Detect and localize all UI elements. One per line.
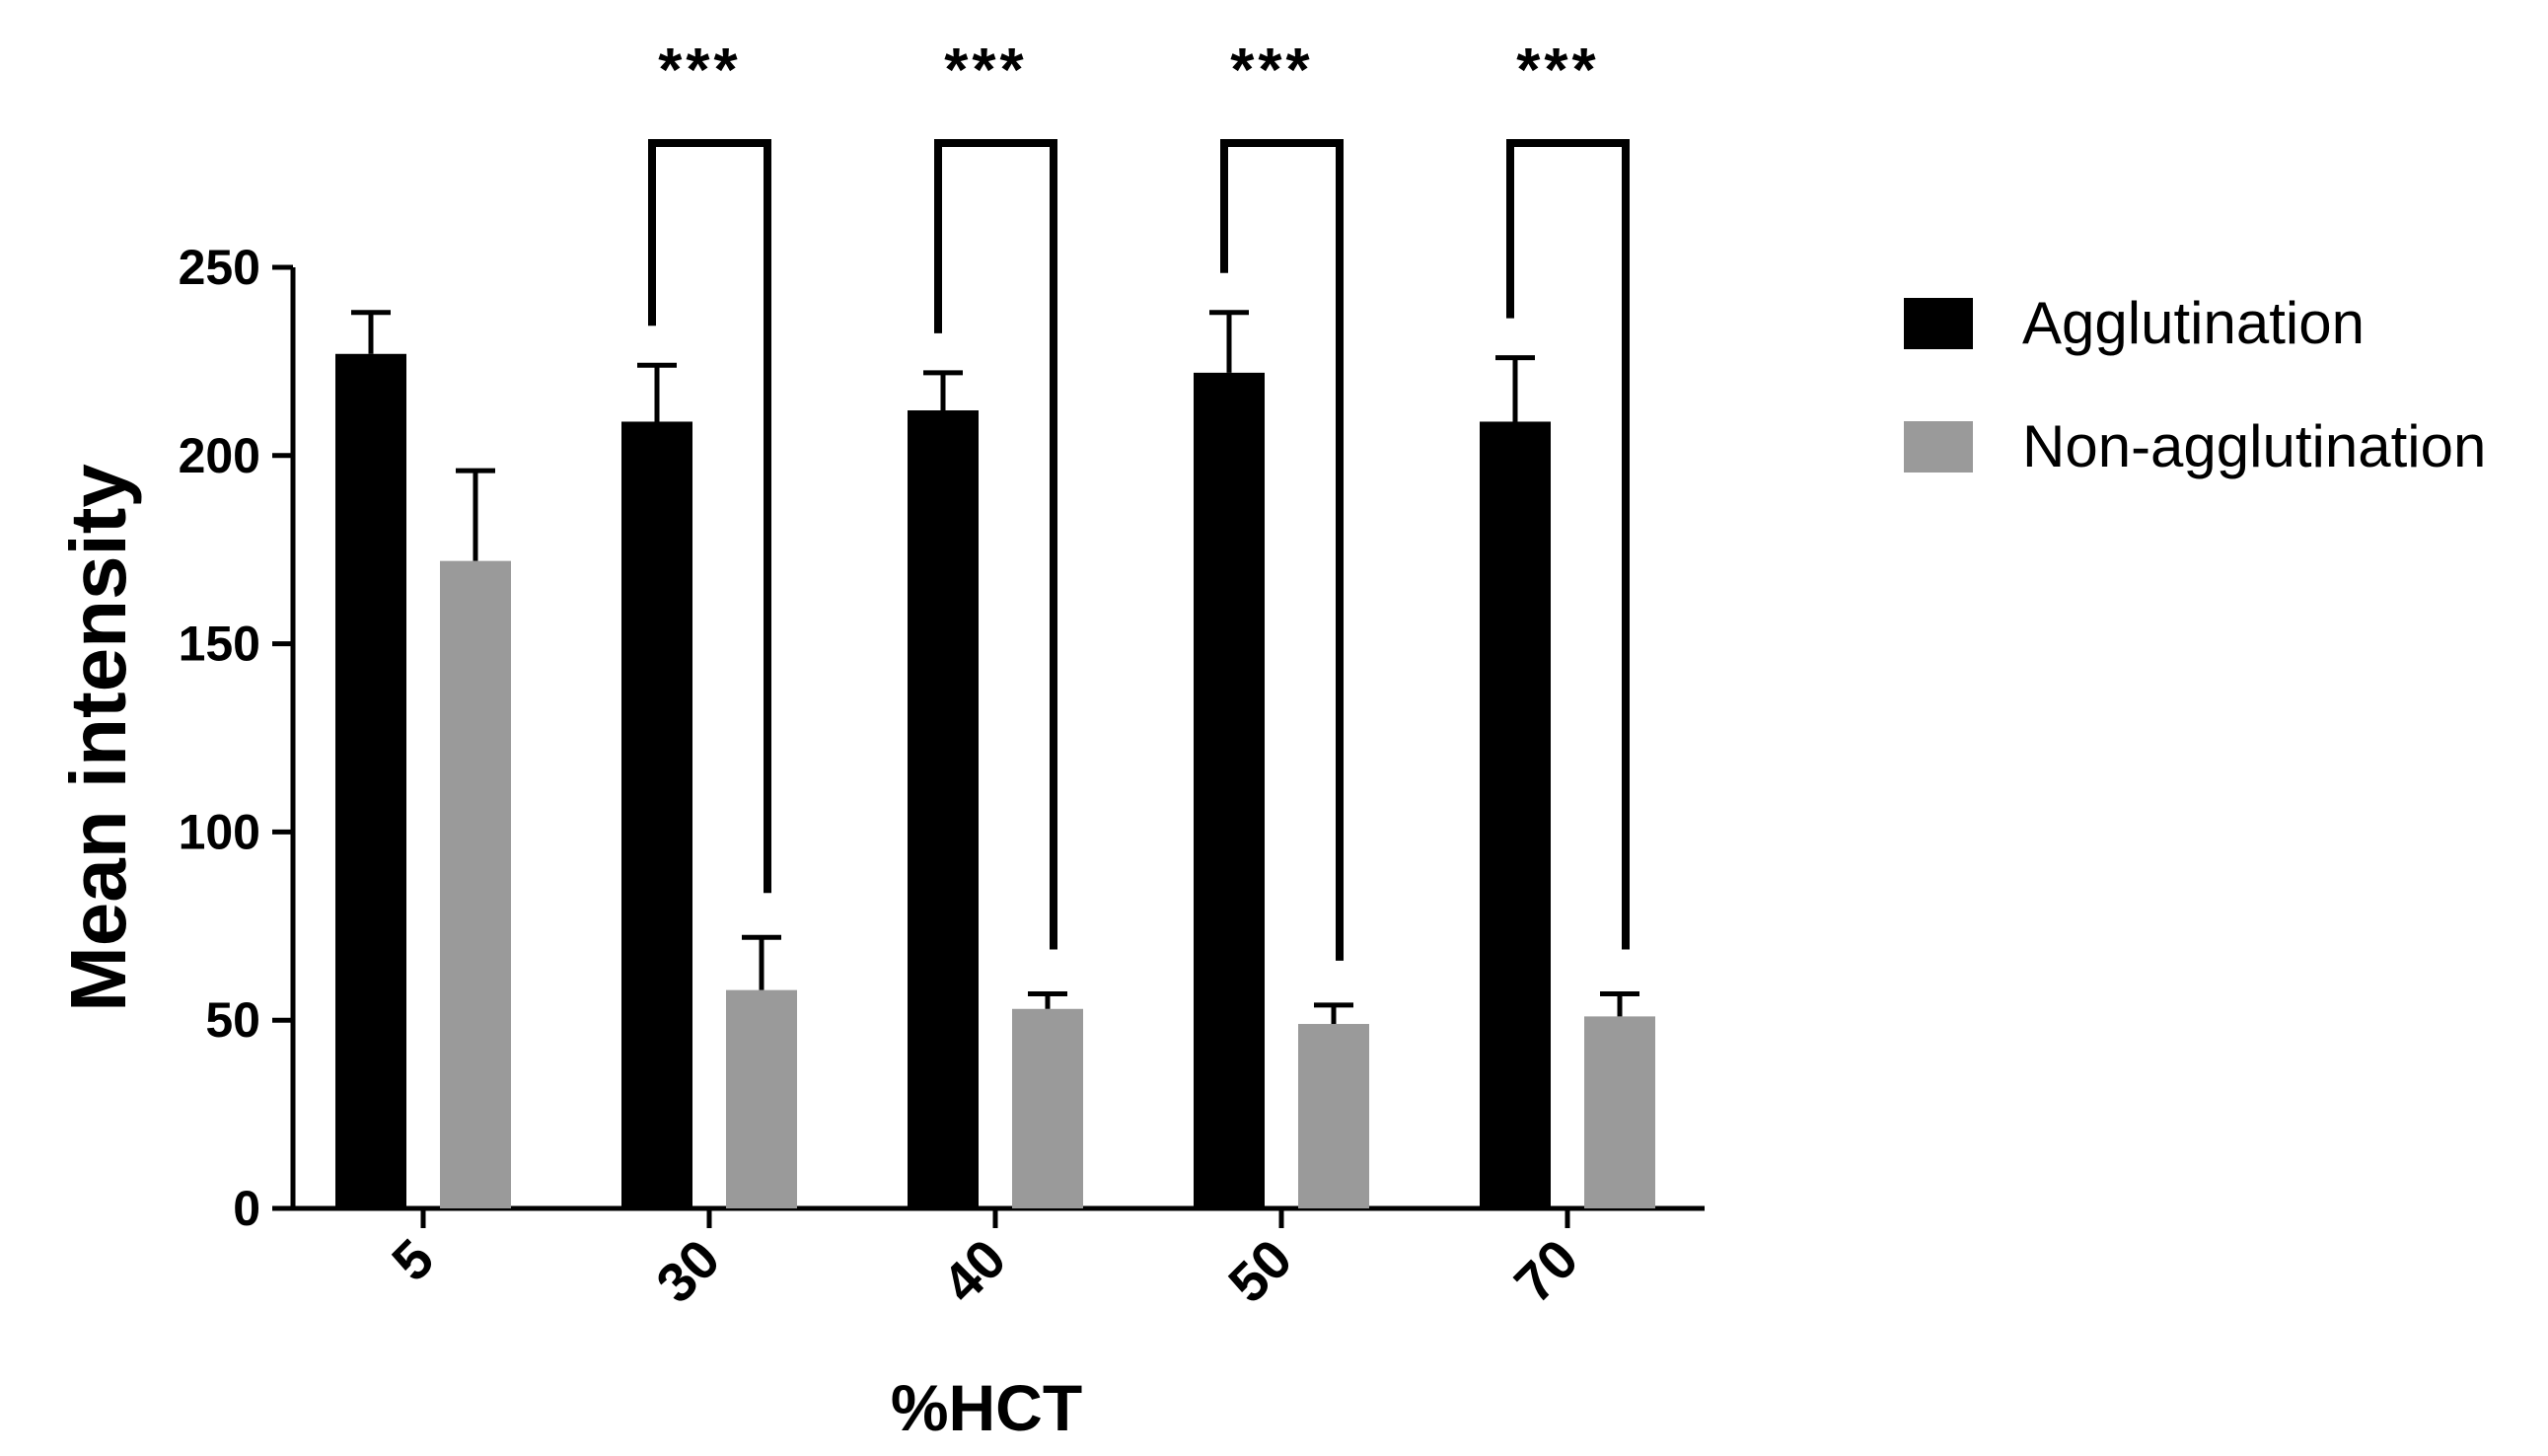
bar-non-agglutination-50 <box>1298 1024 1369 1208</box>
significance-label: *** <box>1230 36 1313 105</box>
y-tick-label: 50 <box>205 992 260 1048</box>
x-tick-label: 70 <box>1502 1227 1590 1315</box>
significance-annotations: *** *** *** *** <box>648 36 1630 961</box>
significance-label: *** <box>658 36 741 105</box>
bar-non-agglutination-40 <box>1012 1008 1083 1208</box>
x-axis-title: %HCT <box>891 1371 1082 1444</box>
legend: Agglutination Non-agglutination <box>1904 290 2486 479</box>
legend-swatch-agglutination <box>1904 298 1973 349</box>
bar-non-agglutination-70 <box>1584 1016 1655 1208</box>
y-ticks: 0 50 100 150 200 250 <box>179 240 293 1236</box>
significance-bracket <box>648 139 771 894</box>
bar-non-agglutination-5 <box>440 560 511 1208</box>
bar-non-agglutination-30 <box>726 989 797 1208</box>
legend-label-agglutination: Agglutination <box>2022 290 2365 356</box>
x-ticks: 5 30 40 50 70 <box>380 1208 1590 1315</box>
y-tick-label: 250 <box>179 240 260 295</box>
y-tick-label: 150 <box>179 617 260 672</box>
significance-label: *** <box>944 36 1027 105</box>
significance-bracket <box>1506 139 1630 950</box>
y-tick-label: 0 <box>233 1181 260 1236</box>
significance-bracket <box>1220 139 1344 961</box>
x-tick-label: 40 <box>930 1227 1018 1315</box>
significance-label: *** <box>1516 36 1599 105</box>
bar-agglutination-70 <box>1480 421 1551 1208</box>
y-axis-title: Mean intensity <box>54 464 142 1012</box>
bar-agglutination-30 <box>621 421 692 1208</box>
x-tick-label: 30 <box>644 1227 732 1315</box>
y-tick-label: 100 <box>179 804 260 859</box>
bar-agglutination-50 <box>1194 372 1265 1208</box>
bar-agglutination-5 <box>335 353 406 1208</box>
x-tick-label: 50 <box>1216 1227 1304 1315</box>
significance-bracket <box>934 139 1057 950</box>
bars <box>335 353 1655 1208</box>
legend-swatch-non-agglutination <box>1904 421 1973 473</box>
x-tick-label: 5 <box>380 1227 446 1293</box>
y-tick-label: 200 <box>179 428 260 483</box>
error-bars <box>351 310 1639 1025</box>
bar-agglutination-40 <box>908 410 979 1208</box>
legend-label-non-agglutination: Non-agglutination <box>2022 413 2486 479</box>
